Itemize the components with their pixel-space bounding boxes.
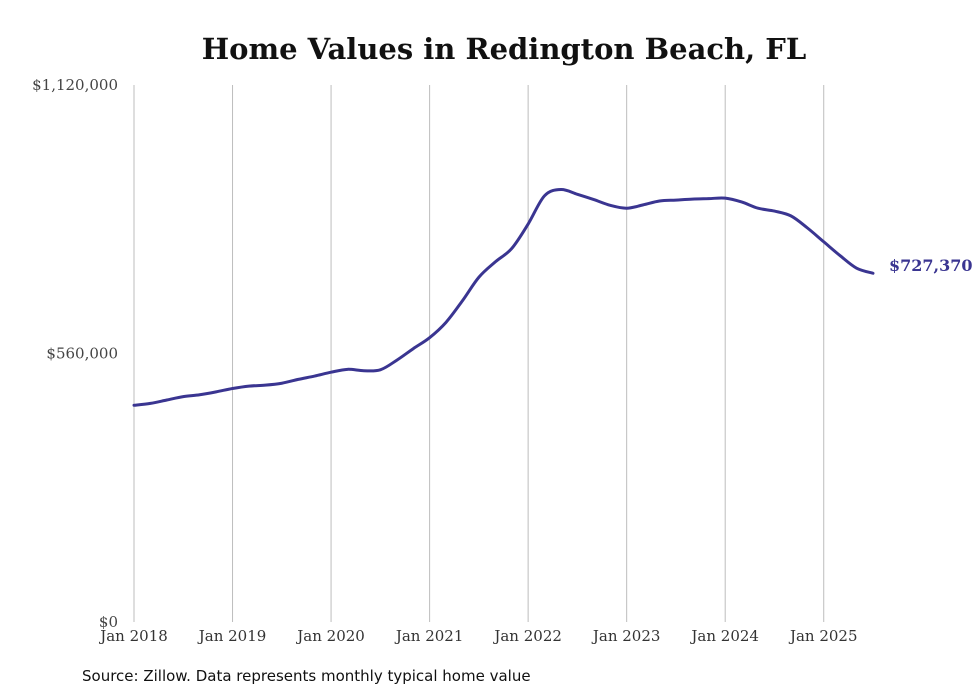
x-tick-label-2024-01: Jan 2024 xyxy=(689,627,759,645)
x-axis-tick-labels: Jan 2018 Jan 2019 Jan 2020 Jan 2021 Jan 2022… xyxy=(98,627,857,645)
y-axis-tick-labels: $0 $560,000 $1,120,000 xyxy=(32,76,118,631)
y-tick-label-0: $0 xyxy=(99,613,118,631)
x-tick-label-2022-01: Jan 2022 xyxy=(492,627,562,645)
y-tick-label-560000: $560,000 xyxy=(46,345,118,363)
y-tick-label-1120000: $1,120,000 xyxy=(32,76,118,94)
x-tick-label-2025-01: Jan 2025 xyxy=(788,627,858,645)
chart-title: Home Values in Redington Beach, FL xyxy=(202,32,807,66)
x-tick-label-2021-01: Jan 2021 xyxy=(394,627,464,645)
last-value-label: $727,370 xyxy=(889,256,973,275)
series-layer xyxy=(132,188,875,407)
vertical-gridlines xyxy=(133,85,825,622)
series-line-0 xyxy=(132,188,875,407)
source-note: Source: Zillow. Data represents monthly … xyxy=(82,667,531,685)
x-tick-label-2019-01: Jan 2019 xyxy=(197,627,267,645)
x-tick-label-2023-01: Jan 2023 xyxy=(591,627,661,645)
x-tick-label-2020-01: Jan 2020 xyxy=(295,627,365,645)
x-tick-label-2018-01: Jan 2018 xyxy=(98,627,168,645)
